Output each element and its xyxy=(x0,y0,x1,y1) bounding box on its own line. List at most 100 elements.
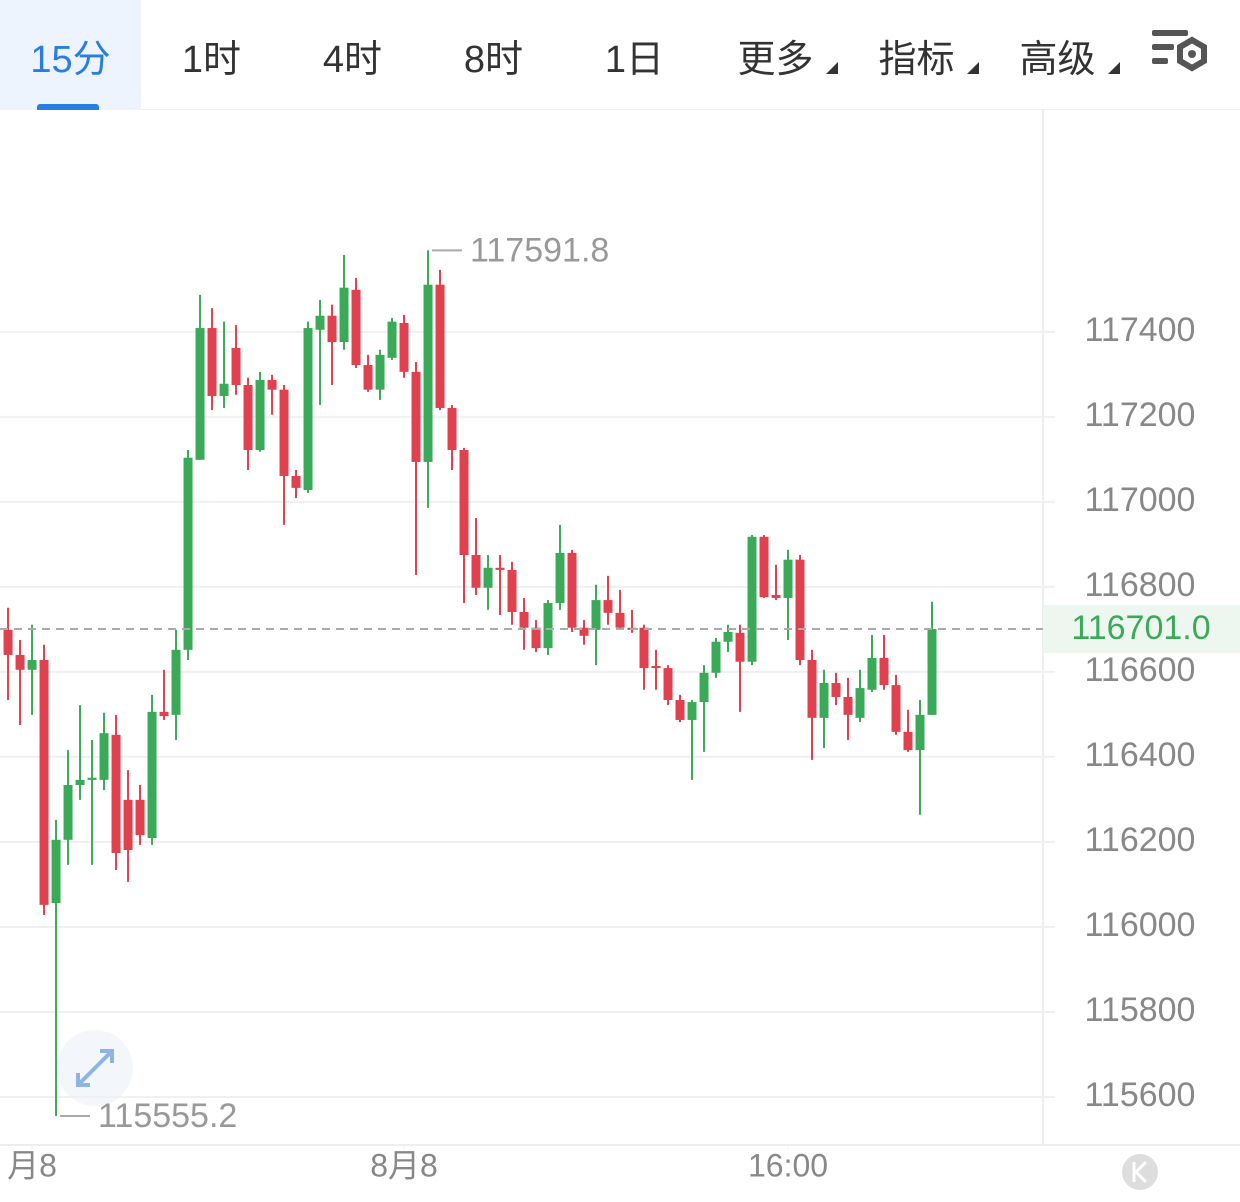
x-tick-label: 8月8 xyxy=(370,1147,438,1183)
timeframe-tab[interactable]: 15分 xyxy=(0,0,141,110)
timeframe-tab[interactable]: 4时 xyxy=(282,0,423,110)
candle-body xyxy=(171,649,181,715)
timeframe-tab[interactable]: 指标 xyxy=(846,0,987,110)
candle-body xyxy=(51,839,61,904)
tab-label: 高级 xyxy=(1019,38,1096,81)
candle-body xyxy=(327,315,337,343)
candle-body xyxy=(579,627,589,636)
candle-body xyxy=(495,567,505,570)
last-price-label: 116701.0 xyxy=(1071,609,1210,647)
tab-label: 1日 xyxy=(604,38,665,81)
candle-body xyxy=(819,682,829,718)
candle-body xyxy=(831,682,841,697)
candle-body xyxy=(663,668,673,700)
candle-body xyxy=(783,559,793,598)
candle-body xyxy=(243,385,253,451)
candle-body xyxy=(807,660,817,718)
candle-body xyxy=(711,641,721,673)
candle-body xyxy=(699,672,709,703)
candle-body xyxy=(735,632,745,662)
candle-body xyxy=(675,699,685,720)
k-button[interactable] xyxy=(1122,1154,1158,1190)
candle-body xyxy=(15,654,25,670)
y-tick-label: 116800 xyxy=(1085,566,1196,604)
candle-body xyxy=(387,321,397,358)
settings-icon[interactable] xyxy=(1152,30,1207,72)
candle-body xyxy=(471,555,481,588)
candle-body xyxy=(687,702,697,720)
candle-body xyxy=(111,734,121,853)
y-tick-label: 116600 xyxy=(1085,651,1196,689)
candle-body xyxy=(507,569,517,612)
candle-body xyxy=(411,371,421,462)
candle-body xyxy=(903,731,913,751)
candle-body xyxy=(639,627,649,669)
x-tick-label: 16:00 xyxy=(748,1147,828,1183)
candle-body xyxy=(459,450,469,556)
candle-body xyxy=(879,657,889,686)
candle-body xyxy=(867,657,877,690)
candle-body xyxy=(771,594,781,598)
tab-label: 指标 xyxy=(878,38,955,81)
candle-body xyxy=(267,379,277,390)
timeframe-tab[interactable]: 8时 xyxy=(423,0,564,110)
y-tick-label: 115800 xyxy=(1085,991,1196,1029)
candle-body xyxy=(195,328,205,460)
toolbar: 15分 1时 4时 8时 1日 更多 指标 高级 xyxy=(0,0,1240,110)
candle-body xyxy=(147,711,157,839)
tab-label: 15分 xyxy=(30,38,111,81)
timeframe-tab[interactable]: 1时 xyxy=(141,0,282,110)
candle-body xyxy=(363,365,373,390)
candle-body xyxy=(219,383,229,397)
high-label: 117591.8 xyxy=(470,231,609,269)
candle-body xyxy=(651,665,661,669)
y-tick-label: 117000 xyxy=(1085,481,1196,519)
candle-body xyxy=(483,567,493,588)
candle-body xyxy=(795,559,805,661)
candle-body xyxy=(531,627,541,649)
candle-body xyxy=(255,379,265,451)
candle-body xyxy=(855,688,865,718)
candle-body xyxy=(315,315,325,330)
tab-label: 1时 xyxy=(181,38,242,81)
timeframe-tab[interactable]: 1日 xyxy=(564,0,705,110)
candle-body xyxy=(615,612,625,628)
candle-body xyxy=(207,328,217,397)
candle-body xyxy=(399,322,409,372)
timeframe-tab[interactable]: 高级 xyxy=(987,0,1128,110)
candle-body xyxy=(747,536,757,662)
y-tick-label: 115600 xyxy=(1085,1076,1196,1114)
timeframe-tab[interactable]: 更多 xyxy=(705,0,846,110)
candle-body xyxy=(519,611,529,628)
candle-body xyxy=(591,600,601,630)
candle-body xyxy=(27,660,37,670)
candle-body xyxy=(723,631,733,642)
y-tick-label: 116000 xyxy=(1085,906,1196,944)
menu-arrow xyxy=(826,62,838,74)
candle-body xyxy=(135,799,145,836)
candle-body xyxy=(63,784,73,840)
menu-arrow xyxy=(967,62,979,74)
expand-button[interactable] xyxy=(57,1030,133,1106)
candle-body xyxy=(279,389,289,476)
candle-body xyxy=(375,354,385,390)
candle-body xyxy=(603,600,613,613)
tab-label: 更多 xyxy=(737,38,814,81)
candle-body xyxy=(99,733,109,780)
y-tick-label: 117200 xyxy=(1085,396,1196,434)
candle-body xyxy=(555,552,565,604)
candle-body xyxy=(291,475,301,488)
candle-body xyxy=(915,714,925,751)
candle-body xyxy=(339,287,349,343)
candle-body xyxy=(3,629,13,655)
candle-body xyxy=(231,348,241,386)
candle-body xyxy=(447,407,457,451)
y-tick-label: 117400 xyxy=(1085,311,1196,349)
last-price-box xyxy=(1043,604,1240,653)
candle-body xyxy=(303,328,313,490)
candle-body xyxy=(351,289,361,366)
y-tick-label: 116400 xyxy=(1085,736,1196,774)
candle-body xyxy=(39,660,49,905)
